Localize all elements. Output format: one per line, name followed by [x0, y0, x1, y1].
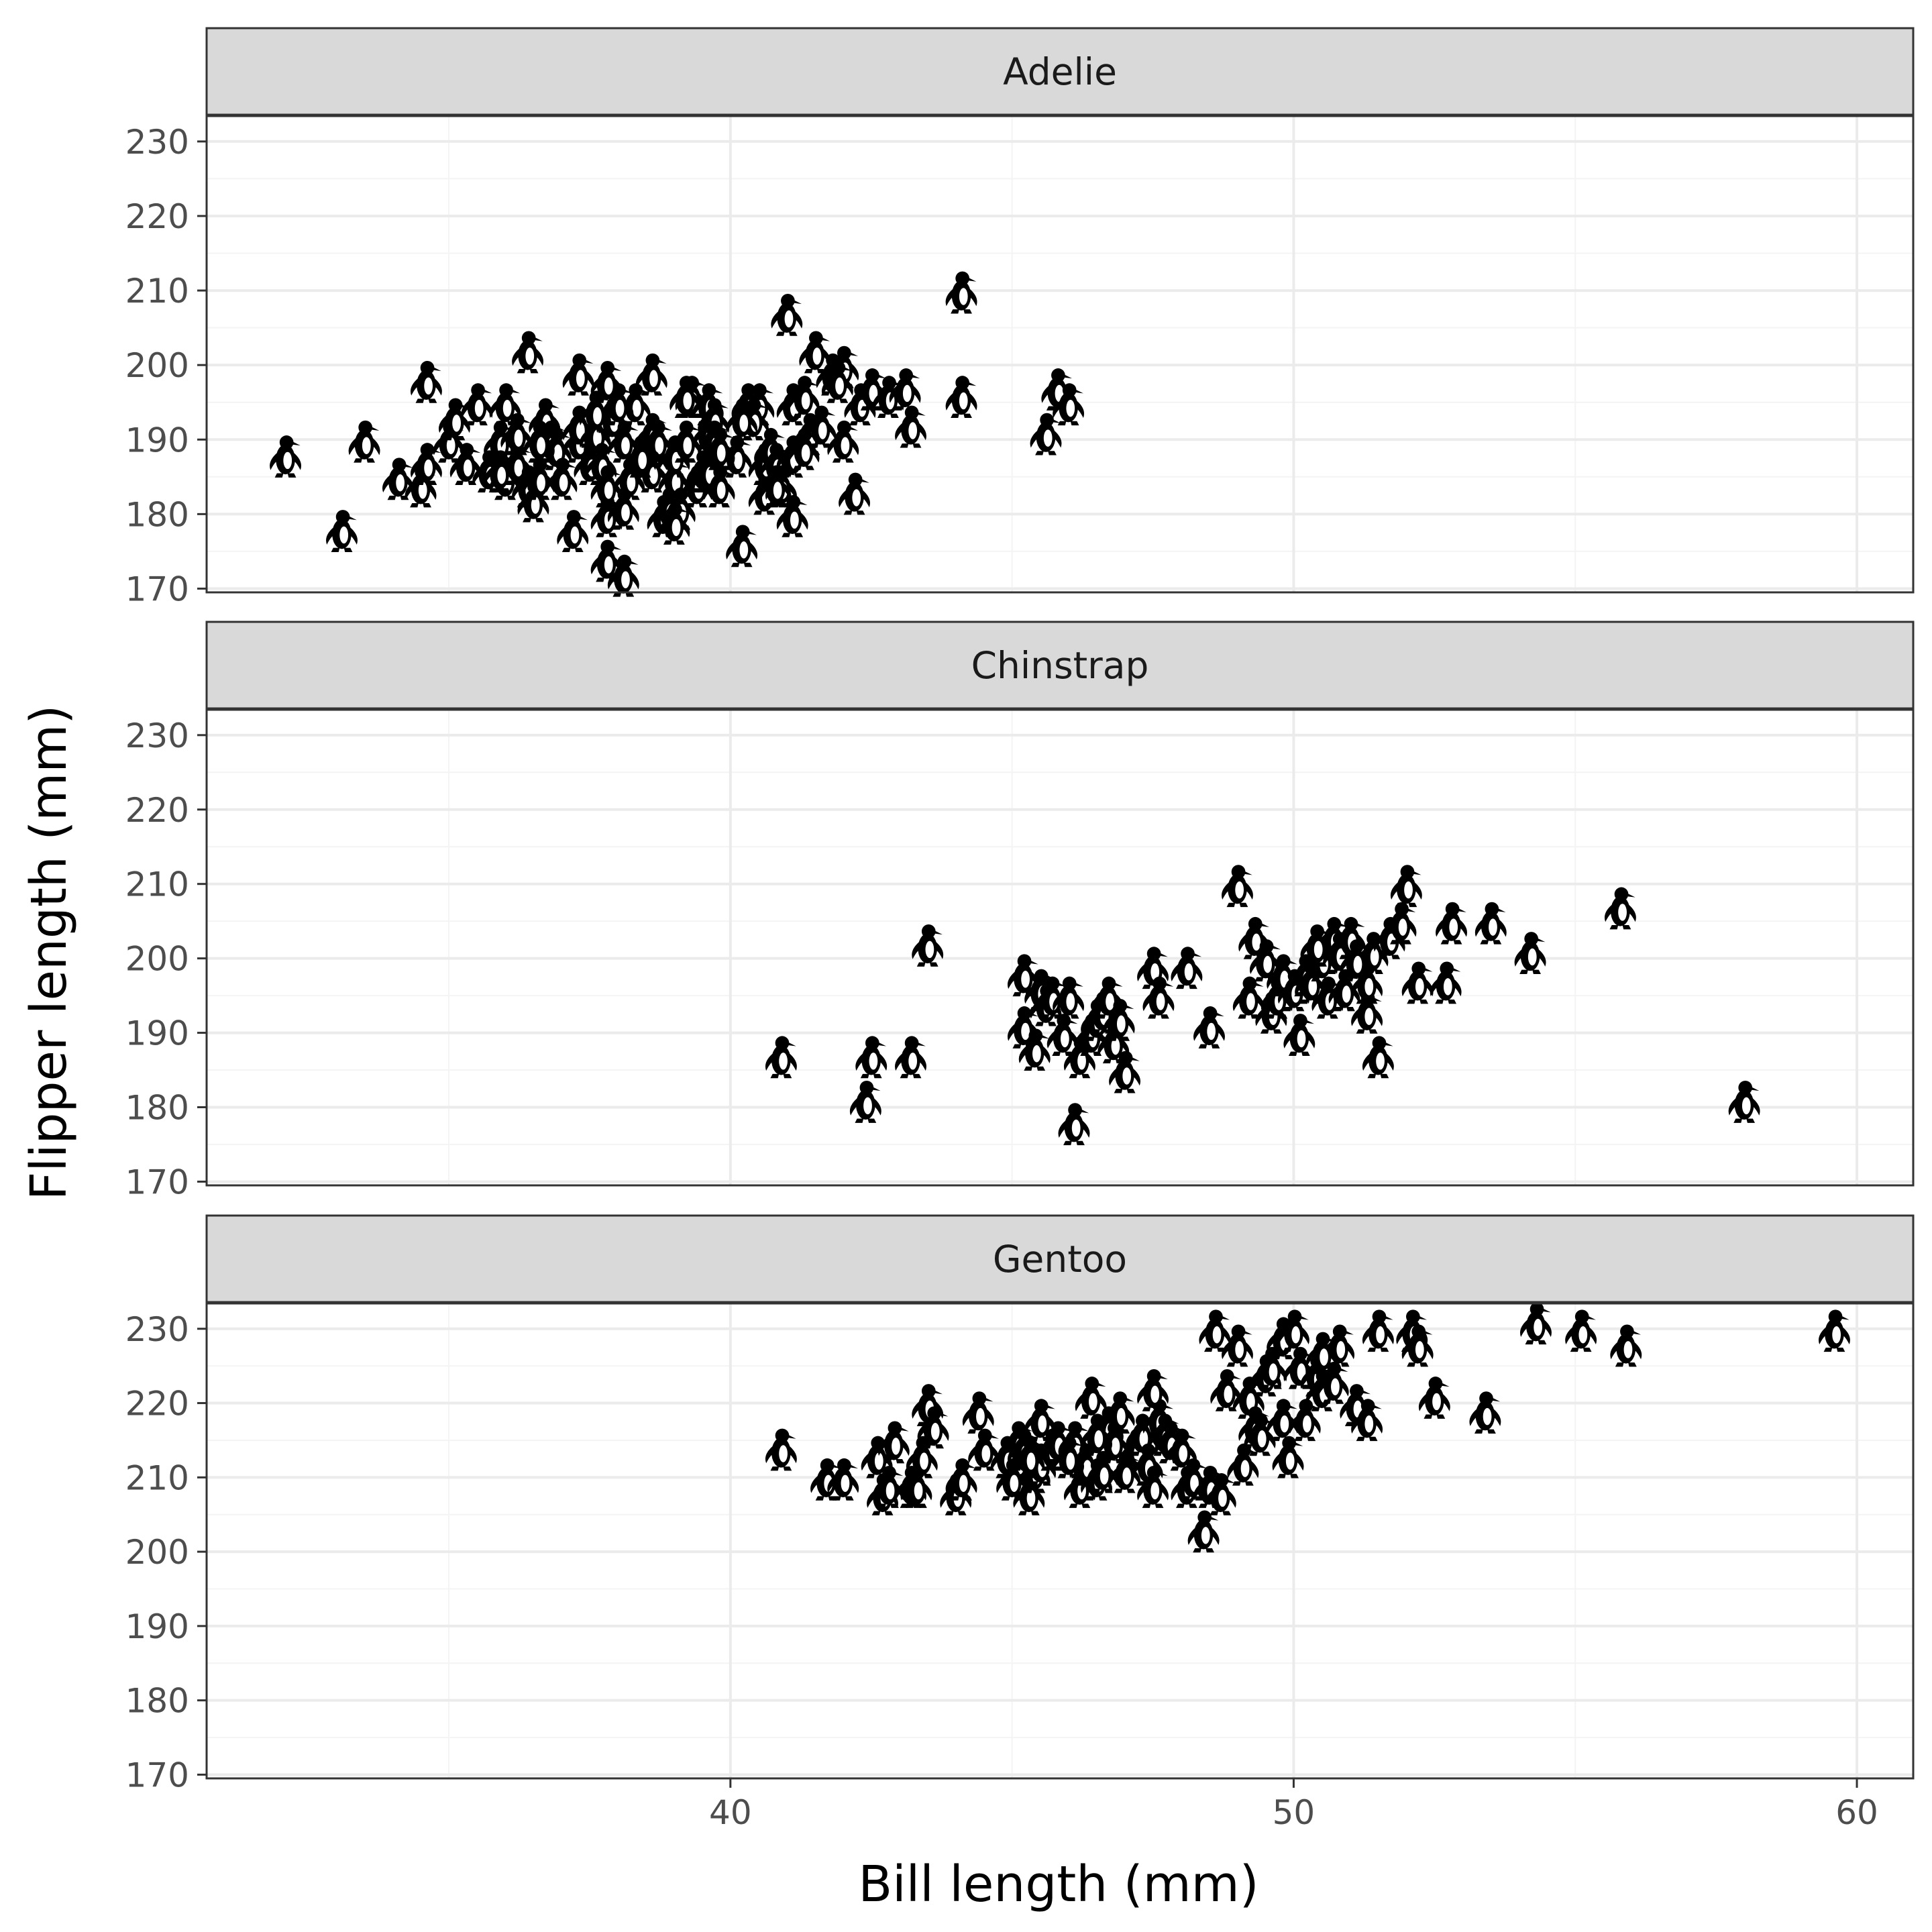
facet-strip-label: Chinstrap [971, 644, 1149, 687]
y-tick-label: 220 [125, 791, 189, 830]
panel-background [207, 115, 1913, 592]
y-tick-label: 220 [125, 197, 189, 236]
y-tick-label: 210 [125, 865, 189, 904]
facet-panel-chinstrap: Chinstrap 170 180 190 200 210 220 230 [125, 621, 1915, 1201]
y-tick-label: 190 [125, 421, 189, 460]
y-tick-label: 220 [125, 1385, 189, 1424]
y-tick-label: 200 [125, 940, 189, 979]
y-tick-label: 180 [125, 1089, 189, 1128]
facet-strip [205, 621, 1915, 710]
y-tick-label: 180 [125, 1682, 189, 1721]
y-tick-label: 230 [125, 716, 189, 755]
x-tick-label: 40 [709, 1793, 752, 1832]
y-tick-label: 200 [125, 1533, 189, 1572]
facet-panel-gentoo: Gentoo 170 180 190 200 210 220 230 [125, 1214, 1915, 1794]
y-tick-label: 170 [125, 570, 189, 608]
y-tick-label: 230 [125, 1310, 189, 1349]
panel-background [207, 1303, 1913, 1778]
facet-strip [205, 27, 1915, 117]
y-tick-label: 190 [125, 1607, 189, 1646]
x-tick-label: 60 [1835, 1793, 1878, 1832]
facet-panel-adelie: Adelie 170 180 190 200 210 220 230 [125, 27, 1915, 608]
panel-background [207, 709, 1913, 1185]
y-tick-label: 230 [125, 123, 189, 162]
facet-strip-label: Adelie [1003, 50, 1117, 93]
y-tick-label: 180 [125, 495, 189, 534]
x-tick-label: 50 [1273, 1793, 1316, 1832]
y-tick-label: 170 [125, 1756, 189, 1794]
y-tick-label: 170 [125, 1163, 189, 1201]
y-tick-label: 210 [125, 1458, 189, 1497]
y-tick-label: 210 [125, 272, 189, 311]
facet-strip [205, 1214, 1915, 1304]
x-axis-title: Bill length (mm) [858, 1856, 1258, 1913]
x-axis: 40 50 60 [709, 1778, 1878, 1832]
y-axis-title: Flipper length (mm) [20, 705, 78, 1200]
y-tick-label: 200 [125, 346, 189, 385]
facet-strip-label: Gentoo [993, 1238, 1127, 1281]
y-tick-label: 190 [125, 1014, 189, 1053]
